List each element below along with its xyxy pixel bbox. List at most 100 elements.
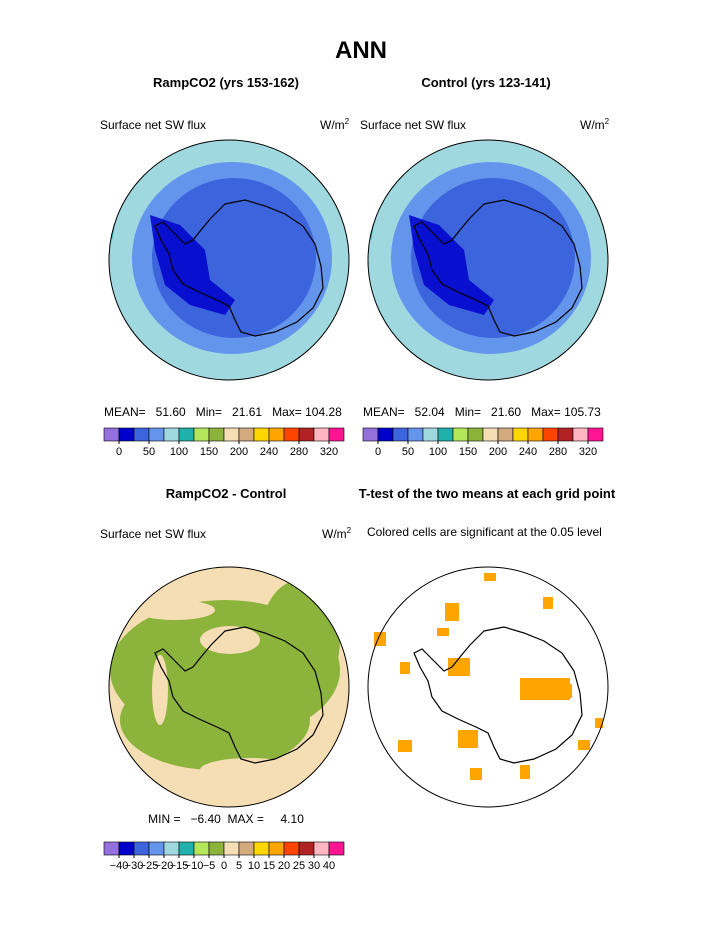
colorbar-label: 280: [290, 446, 308, 458]
colorbar-label: 5: [236, 860, 242, 872]
colorbar-label: 40: [323, 860, 335, 872]
colorbar-label: 100: [170, 446, 188, 458]
colorbar-label: 0: [375, 446, 381, 458]
units-base: W/m: [322, 527, 347, 541]
colorbar-label: −20: [155, 860, 174, 872]
panel-label: Surface net SW flux: [360, 118, 466, 132]
stats: MEAN= 51.60 Min= 21.61 Max= 104.28: [104, 405, 342, 419]
colorbar-box: [193, 841, 210, 856]
colorbar: 0 50 100 150 200 240 280 320: [103, 427, 345, 458]
colorbar-box: [133, 841, 150, 856]
colorbar-label: −5: [203, 860, 216, 872]
colorbar-box: [103, 427, 120, 442]
units: W/m2: [320, 117, 350, 132]
colorbar-box: [497, 427, 514, 442]
colorbar-box: [223, 427, 240, 442]
colorbar-box: [298, 841, 315, 856]
colorbar-box: [223, 841, 240, 856]
colorbar-box: [527, 427, 544, 442]
colorbar-box: [163, 427, 180, 442]
panel-label: Colored cells are significant at the 0.0…: [367, 525, 602, 539]
colorbar-label: 10: [248, 860, 260, 872]
colorbar-label: 240: [260, 446, 278, 458]
units-exp: 2: [345, 117, 350, 126]
colorbar-label: 15: [263, 860, 275, 872]
units-exp: 2: [347, 526, 352, 535]
map: [109, 567, 349, 807]
panel-label: Surface net SW flux: [100, 527, 206, 541]
colorbar-label: 280: [549, 446, 567, 458]
map-border: [108, 566, 350, 808]
panel-label: Surface net SW flux: [100, 118, 206, 132]
colorbar-box: [118, 841, 135, 856]
colorbar-box: [238, 427, 255, 442]
map: [368, 140, 608, 380]
units: W/m2: [580, 117, 610, 132]
colorbar-box: [467, 427, 484, 442]
colorbar-box: [313, 841, 330, 856]
colorbar-box: [283, 841, 300, 856]
colorbar-box: [268, 427, 285, 442]
colorbar-box: [512, 427, 529, 442]
colorbar-label: 50: [402, 446, 414, 458]
colorbar: 0 50 100 150 200 240 280 320: [362, 427, 604, 458]
colorbar-box: [283, 427, 300, 442]
colorbar-box: [103, 841, 120, 856]
colorbar-box: [587, 427, 604, 442]
colorbar-box: [253, 841, 270, 856]
colorbar-label: 150: [459, 446, 477, 458]
colorbar-box: [377, 427, 394, 442]
colorbar-box: [313, 427, 330, 442]
colorbar-label: 200: [230, 446, 248, 458]
units-base: W/m: [580, 118, 605, 132]
colorbar-box: [422, 427, 439, 442]
colorbar-label: −30: [125, 860, 144, 872]
colorbar-box: [482, 427, 499, 442]
colorbar-box: [328, 427, 345, 442]
colorbar-label: −15: [170, 860, 189, 872]
panel-title: RampCO2 (yrs 153-162): [153, 75, 299, 90]
colorbar-box: [452, 427, 469, 442]
colorbar-label: 30: [308, 860, 320, 872]
map-border: [367, 139, 609, 381]
panel-title: RampCO2 - Control: [166, 486, 287, 501]
colorbar-box: [437, 427, 454, 442]
colorbar-label: 25: [293, 860, 305, 872]
units-exp: 2: [605, 117, 610, 126]
colorbar-box: [193, 427, 210, 442]
colorbar-box: [542, 427, 559, 442]
colorbar-label: 0: [221, 860, 227, 872]
units-base: W/m: [320, 118, 345, 132]
colorbar-box: [163, 841, 180, 856]
colorbar-label: 50: [143, 446, 155, 458]
colorbar-box: [407, 427, 424, 442]
significant-cells: [374, 573, 603, 780]
panel-title: Control (yrs 123-141): [421, 75, 550, 90]
colorbar-box: [392, 427, 409, 442]
units: W/m2: [322, 526, 352, 541]
colorbar-label: 0: [116, 446, 122, 458]
colorbar-label: 20: [278, 860, 290, 872]
stats: MEAN= 52.04 Min= 21.60 Max= 105.73: [363, 405, 601, 419]
colorbar-box: [208, 427, 225, 442]
colorbar: −40−30−25−20−15−10 −5 0 5 10 15 20 25 30 40: [103, 841, 345, 872]
map-border: [108, 139, 350, 381]
colorbar-box: [298, 427, 315, 442]
colorbar-box: [328, 841, 345, 856]
colorbar-label: 320: [320, 446, 338, 458]
colorbar-box: [178, 841, 195, 856]
colorbar-label: −25: [140, 860, 159, 872]
colorbar-box: [133, 427, 150, 442]
colorbar-box: [572, 427, 589, 442]
colorbar-label: 200: [489, 446, 507, 458]
colorbar-box: [148, 841, 165, 856]
colorbar-box: [268, 841, 285, 856]
map: [109, 140, 349, 380]
colorbar-box: [208, 841, 225, 856]
colorbar-box: [148, 427, 165, 442]
colorbar-label: −10: [185, 860, 204, 872]
colorbar-label: 100: [429, 446, 447, 458]
stats: MIN = −6.40 MAX = 4.10: [148, 812, 304, 826]
colorbar-label: 240: [519, 446, 537, 458]
